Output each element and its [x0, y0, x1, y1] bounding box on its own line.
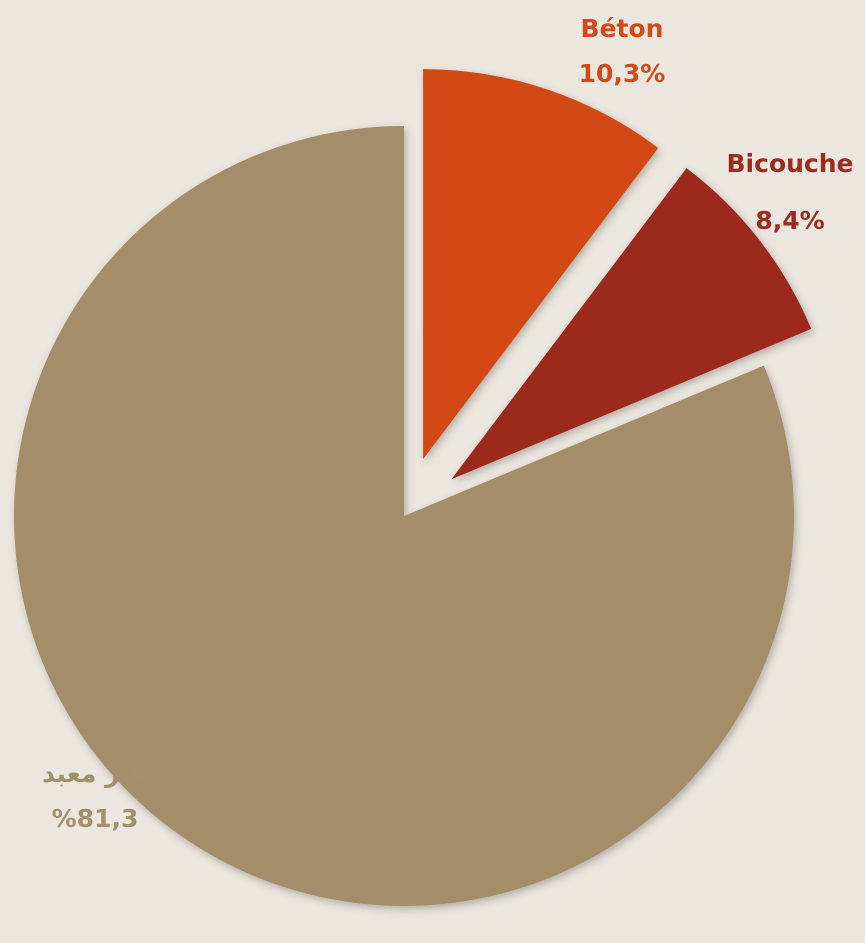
pie-slice	[14, 126, 795, 906]
slice-label: غير معبد	[42, 759, 148, 789]
pie-slice	[423, 69, 659, 460]
value-label: 8,4%	[755, 206, 824, 235]
slice-label: Bicouche	[727, 149, 854, 178]
pie-slice	[451, 168, 812, 480]
pie	[14, 69, 812, 906]
slice-label: Béton	[581, 14, 664, 43]
value-label: %81,3	[52, 804, 139, 833]
value-label: 10,3%	[579, 59, 666, 88]
